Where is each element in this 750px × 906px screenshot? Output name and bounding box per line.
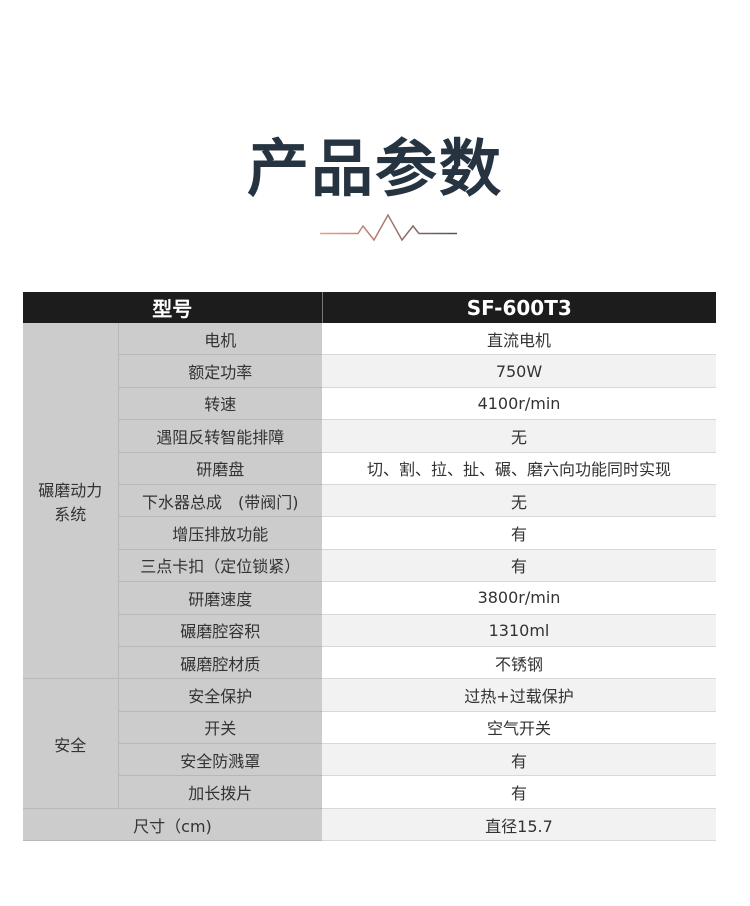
spec-value: 有 xyxy=(322,775,716,809)
spec-label: 转速 xyxy=(118,387,322,421)
spec-value: 空气开关 xyxy=(322,711,716,745)
spec-label: 下水器总成 (带阀门) xyxy=(118,484,322,518)
spec-label: 增压排放功能 xyxy=(118,516,322,550)
spec-value: 有 xyxy=(322,743,716,777)
spec-value: 有 xyxy=(322,549,716,583)
spec-label: 安全保护 xyxy=(118,678,322,712)
table-row: 遇阻反转智能排障无 xyxy=(23,419,716,453)
spec-value: 直流电机 xyxy=(322,323,716,356)
table-row: 增压排放功能有 xyxy=(23,516,716,550)
spec-value: 无 xyxy=(322,419,716,453)
spec-label: 安全防溅罩 xyxy=(118,743,322,777)
spec-value: 4100r/min xyxy=(322,387,716,421)
table-row: 三点卡扣（定位锁紧）有 xyxy=(23,549,716,583)
group-label: 安全 xyxy=(23,678,119,809)
header-model: SF-600T3 xyxy=(321,292,716,323)
spec-label: 额定功率 xyxy=(118,354,322,388)
table-row: 碾磨动力 系统 电机 直流电机 xyxy=(23,323,716,680)
spec-label: 遇阻反转智能排障 xyxy=(118,419,322,453)
table-header: 型号 SF-600T3 xyxy=(23,292,716,323)
page-title: 产品参数 xyxy=(246,132,503,205)
table-row: 加长拨片有 xyxy=(23,775,716,809)
spec-table: 型号 SF-600T3 碾磨动力 系统 电机 直流电机 额定功率 750W 转速 4100r… xyxy=(23,292,716,842)
spec-value: 直径15.7 xyxy=(322,808,716,842)
table-row: 研磨盘 切、割、拉、扯、碾、磨六向功能同时实现 xyxy=(23,452,716,485)
spec-label: 研磨盘 xyxy=(118,452,322,485)
spec-value: 3800r/min xyxy=(322,581,716,615)
table-row: 碾磨腔容积 1310ml xyxy=(23,614,716,647)
table-row: 下水器总成 (带阀门) 无 xyxy=(23,484,716,518)
table-row: 安全 安全保护 过热+过载保护 xyxy=(23,678,716,809)
spec-label: 碾磨腔材质 xyxy=(118,646,322,680)
spec-value: 不锈钢 xyxy=(322,646,716,680)
spec-label: 开关 xyxy=(118,711,322,745)
table-row: 安全防溅罩有 xyxy=(23,743,716,777)
spec-label: 加长拨片 xyxy=(118,775,322,809)
table-row: 转速 4100r/min xyxy=(23,387,716,421)
spec-value: 切、割、拉、扯、碾、磨六向功能同时实现 xyxy=(322,452,716,485)
table-row: 额定功率 750W xyxy=(23,354,716,388)
zigzag-divider xyxy=(320,213,457,242)
spec-value: 有 xyxy=(322,516,716,550)
spec-label: 三点卡扣（定位锁紧） xyxy=(118,549,322,583)
group-label: 碾磨动力 系统 xyxy=(23,323,119,680)
spec-value: 750W xyxy=(322,354,716,388)
spec-label: 电机 xyxy=(118,323,322,356)
spec-value: 1310ml xyxy=(322,614,716,647)
table-row: 研磨速度 3800r/min xyxy=(23,581,716,615)
header-label: 型号 xyxy=(23,292,322,323)
table-row-size: 尺寸（cm) 直径15.7 xyxy=(23,808,716,842)
spec-value: 过热+过载保护 xyxy=(322,678,716,712)
spec-label: 碾磨腔容积 xyxy=(118,614,322,647)
table-row: 碾磨腔材质 不锈钢 xyxy=(23,646,716,680)
spec-label: 研磨速度 xyxy=(118,581,322,615)
spec-label: 尺寸（cm) xyxy=(23,808,322,842)
spec-value: 无 xyxy=(322,484,716,518)
table-row: 开关 空气开关 xyxy=(23,711,716,745)
